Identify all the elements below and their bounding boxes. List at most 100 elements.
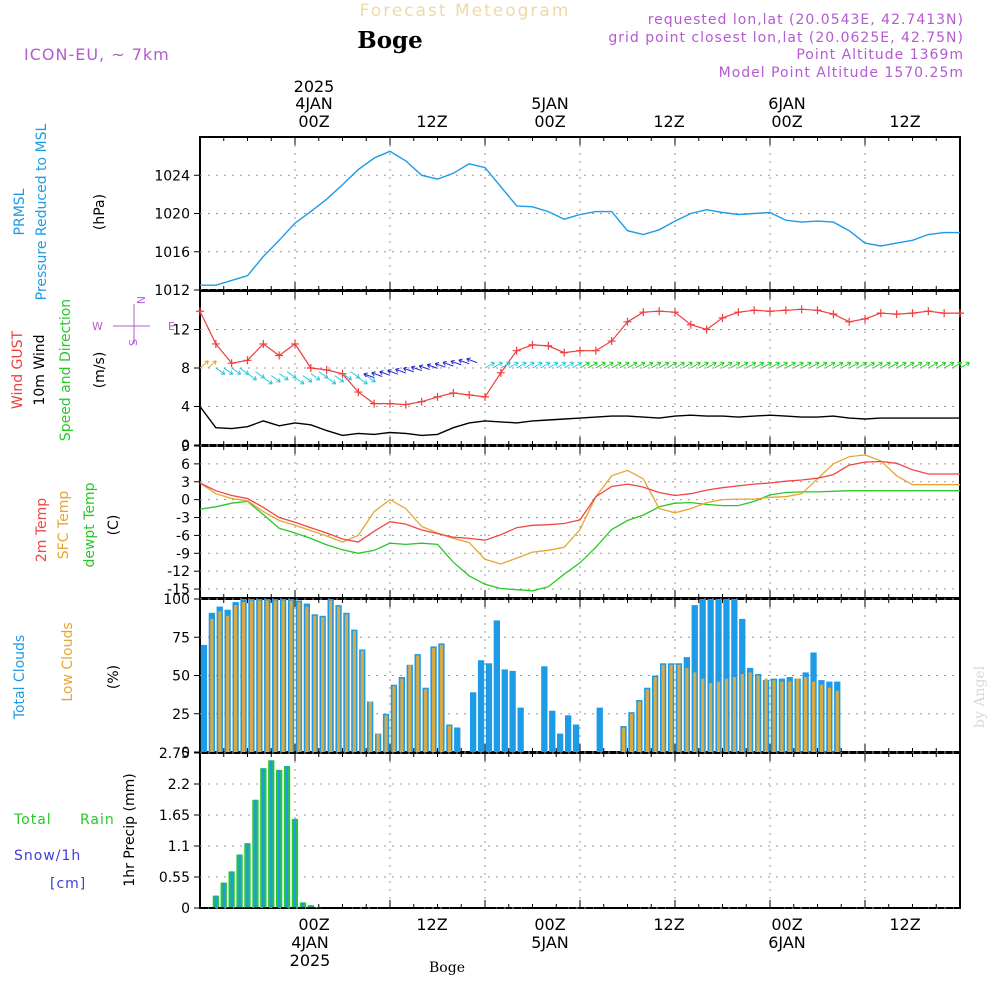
wind-arrow-86	[880, 361, 891, 369]
ytick-label-2-5: 0	[181, 493, 190, 509]
info-line-2: grid point closest lon,lat (20.0625E, 42…	[608, 30, 964, 46]
cloud-total-bar-63	[699, 599, 706, 752]
wind-arrow-22	[363, 372, 375, 379]
ytick-label-0-0: 1012	[154, 283, 190, 299]
wind-arrow-59	[666, 361, 678, 369]
cloud-low-bar-21	[368, 701, 372, 752]
wind-arrow-31	[434, 362, 446, 368]
wind-arrow-30	[426, 363, 438, 369]
wind-arrow-65	[714, 361, 725, 369]
wind-arrow-28	[410, 365, 422, 372]
label-pressure-reduced: Pressure Reduced to MSL	[34, 123, 50, 300]
cloud-low-bar-69	[748, 672, 752, 752]
wind-arrow-75	[793, 361, 804, 369]
precip-snow-bar-5	[246, 843, 249, 908]
gust-marker-44	[892, 310, 901, 319]
wind-arrow-27	[403, 366, 414, 373]
wind-arrow-16	[326, 377, 337, 385]
cloud-low-bar-18	[344, 614, 349, 752]
wind-arrow-20	[358, 377, 368, 385]
legend-w: W	[92, 320, 103, 333]
wind-arrow-5	[239, 367, 250, 375]
wind-arrow-88	[896, 361, 907, 369]
label-total-clouds: Total Clouds	[12, 635, 28, 720]
cloud-low-bar-13	[305, 606, 309, 752]
precip-snow-bar-13	[309, 905, 312, 908]
wind-arrow-63	[698, 361, 709, 369]
wind-arrow-90	[912, 361, 923, 369]
wind-arrow-68	[738, 361, 749, 369]
gust-marker-31	[686, 320, 695, 329]
precip-snow-bar-7	[262, 768, 265, 908]
gust-marker-21	[528, 340, 537, 349]
cloud-low-bar-79	[827, 687, 831, 752]
precip-snow-bar-3	[230, 871, 233, 908]
hour-top-3: 12Z	[653, 112, 684, 131]
gust-marker-27	[623, 317, 632, 326]
ytick-label-2-8: 9	[181, 439, 190, 455]
cloud-total-bar-67	[731, 599, 738, 752]
gust-marker-7	[306, 364, 315, 372]
ytick-label-0-3: 1024	[154, 168, 190, 184]
label-low-clouds: Low Clouds	[60, 622, 76, 701]
wind-arrow-33	[450, 359, 462, 366]
cloud-low-bar-20	[360, 651, 364, 752]
wind-arrow-0	[199, 360, 209, 369]
wind-arrow-51	[603, 361, 614, 369]
cloud-total-bar-40	[517, 707, 524, 752]
gust-marker-41	[845, 317, 854, 326]
cloud-total-bar-0	[200, 644, 208, 752]
cloud-low-bar-14	[313, 615, 317, 752]
gust-marker-29	[655, 307, 664, 316]
cloud-low-bar-9	[273, 600, 277, 752]
ytick-label-2-6: 3	[181, 475, 190, 491]
wind-arrow-18	[342, 373, 352, 381]
gust-marker-26	[607, 337, 616, 346]
ytick-label-2-2: -9	[176, 546, 190, 562]
cloud-low-bar-29	[432, 648, 436, 752]
gust-marker-35	[750, 306, 759, 315]
ytick-label-4-3: 1.65	[159, 808, 190, 824]
wind-arrow-74	[785, 361, 796, 369]
wind-arrow-60	[674, 361, 685, 369]
wind-arrow-57	[651, 361, 662, 369]
wind-arrow-25	[387, 369, 399, 375]
cloud-low-bar-70	[756, 675, 760, 752]
wind-arrow-2	[215, 367, 226, 375]
wind-arrow-83	[856, 361, 868, 369]
ytick-label-2-1: -12	[167, 564, 190, 580]
wind-arrow-47	[571, 361, 583, 369]
wind-arrow-53	[619, 361, 630, 369]
ytick-label-3-0: 0	[181, 745, 190, 761]
ytick-label-2-4: -3	[176, 511, 190, 527]
ytick-label-1-0: 0	[181, 438, 190, 454]
precip-snow-bar-10	[285, 766, 289, 908]
label-celsius: (C)	[106, 515, 122, 536]
label-10m-wind: 10m Wind	[32, 334, 48, 405]
date-bottom-0: 4JAN	[291, 933, 329, 952]
wind-arrow-39	[508, 361, 519, 369]
precip-snow-bar-12	[301, 902, 305, 908]
gust-marker-12	[386, 399, 394, 408]
cloud-low-bar-53	[622, 727, 626, 752]
wind-arrow-50	[595, 361, 606, 369]
hour-top-2: 00Z	[534, 112, 565, 131]
wind-arrow-70	[753, 361, 765, 369]
wind-arrow-10	[278, 373, 289, 381]
cloud-low-bar-5	[242, 602, 246, 752]
legend-s: S	[127, 339, 140, 346]
ytick-label-4-4: 2.2	[168, 777, 190, 793]
wind-arrow-66	[722, 361, 733, 369]
wind-arrow-6	[247, 373, 257, 381]
ytick-label-4-1: 0.55	[159, 870, 190, 886]
date-top-2: 6JAN	[768, 94, 806, 113]
gust-marker-42	[861, 314, 869, 323]
label-prmsl: PRMSL	[12, 188, 28, 235]
gust-marker-16	[449, 389, 458, 398]
cloud-low-bar-8	[265, 600, 269, 752]
wind-arrow-35	[466, 357, 478, 364]
precip-snow-bar-9	[278, 769, 281, 908]
date-bottom-1: 5JAN	[531, 933, 569, 952]
cloud-low-bar-23	[384, 715, 388, 752]
wind-arrow-45	[556, 361, 567, 369]
